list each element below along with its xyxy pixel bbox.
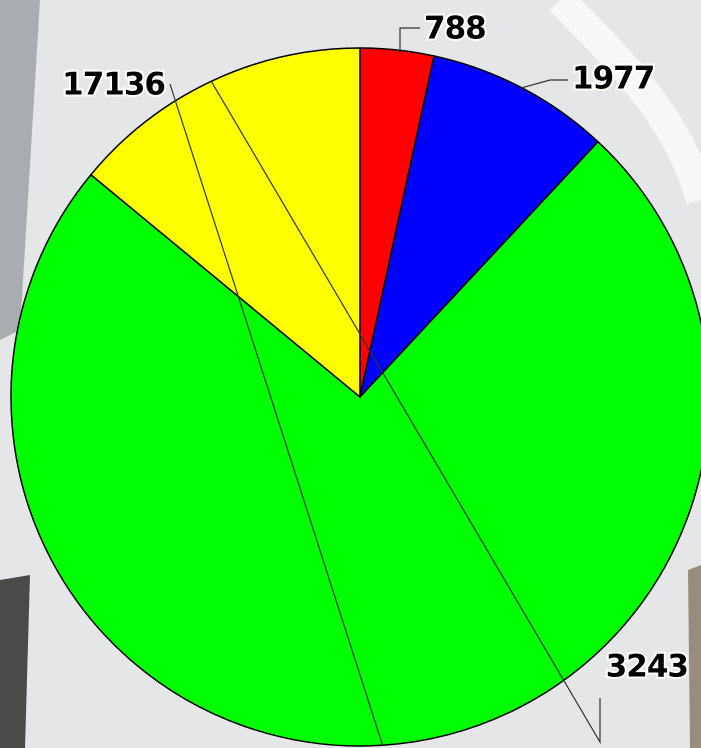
value-label: 17136	[62, 67, 165, 103]
value-label: 788	[424, 11, 486, 47]
value-label: 3243	[606, 649, 688, 685]
background-shape	[0, 575, 30, 748]
value-label: 1977	[572, 61, 654, 97]
chart: 788 1977 17136 3243	[0, 0, 701, 748]
background-shape	[688, 565, 701, 748]
pie	[11, 48, 701, 746]
